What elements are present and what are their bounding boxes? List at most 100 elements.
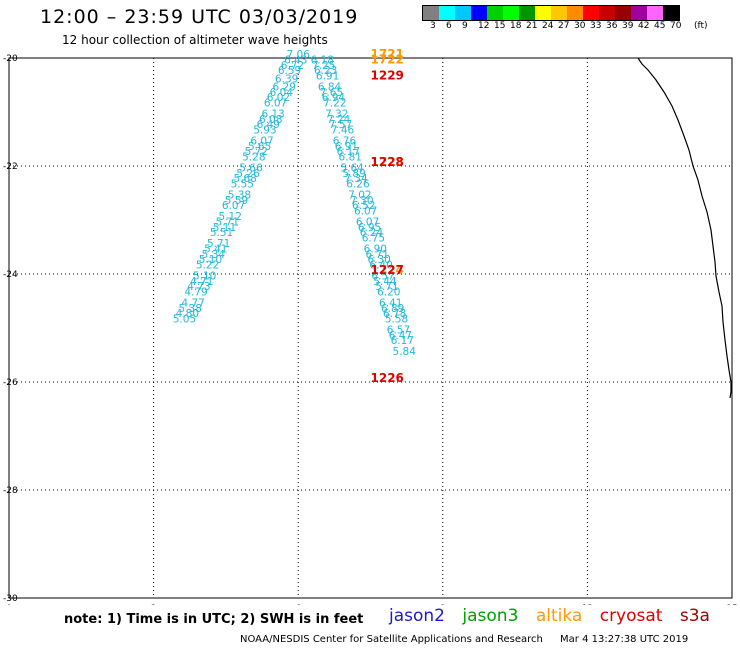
wave-height-value: 5.28 [242, 152, 265, 164]
data-points: 7.066.436.726.596.396.296.046.026.076.13… [173, 49, 416, 358]
x-tick-label: 9 [440, 604, 446, 605]
legend-label: 33 [590, 21, 602, 31]
wave-height-value: 5.59 [225, 195, 248, 207]
wave-height-value: 7.34 [344, 173, 368, 185]
pass-number-label: 1724 [371, 263, 404, 277]
axis-ticks: 0 3 6 9 12 15 -20 -22 -24 -26 -28 -30 [3, 54, 738, 605]
wave-height-value: 6.57 [387, 324, 410, 336]
legend-label: 30 [574, 21, 586, 31]
chart-subtitle: 12 hour collection of altimeter wave hei… [62, 33, 328, 47]
wave-height-value: 4.73 [187, 281, 210, 293]
wave-height-value: 6.89 [381, 303, 404, 315]
x-tick-label: 12 [582, 604, 593, 605]
x-tick-label: 3 [151, 604, 157, 605]
y-tick-label: -22 [3, 162, 18, 172]
x-tick-label: 6 [295, 604, 301, 605]
y-tick-label: -30 [3, 594, 18, 604]
wave-height-value: 5.71 [216, 216, 239, 228]
wave-height-value: 6.43 [284, 54, 307, 66]
wave-height-value: 5.71 [375, 281, 398, 293]
wave-height-value: 6.71 [366, 249, 389, 261]
coastline [637, 57, 732, 399]
wave-height-value: 6.91 [335, 141, 358, 153]
wave-height-value: 7.30 [350, 195, 373, 207]
legend-label: 18 [510, 21, 522, 31]
pass-number-label: 1226 [371, 371, 404, 385]
wave-height-chart: 03691215-20-22-24-26-28-30 7.066.436.726… [3, 47, 738, 605]
legend-label: 9 [462, 21, 468, 31]
wave-height-value: 7.22 [323, 98, 346, 110]
wave-height-value: 5.12 [219, 211, 242, 223]
wave-height-value: 6.29 [273, 81, 296, 93]
legend-swatch [615, 6, 631, 20]
wave-height-value: 7.46 [331, 125, 355, 137]
credit-line: NOAA/NESDIS Center for Satellite Applica… [240, 634, 702, 645]
mission-s3a: s3a [679, 606, 710, 626]
x-tick-label: 0 [6, 604, 12, 605]
legend-label: 3 [430, 21, 436, 31]
legend-swatch [663, 6, 679, 20]
wave-height-value: 6.72 [281, 60, 304, 72]
wave-height-value: 7.32 [325, 108, 348, 120]
wave-height-value: 6.24 [360, 227, 384, 239]
wave-height-value: 7.24 [327, 114, 351, 126]
wave-height-value: 5.11 [213, 222, 236, 234]
wave-height-value: 6.47 [389, 330, 412, 342]
mission-altika: altika [535, 606, 583, 626]
grid [8, 57, 733, 599]
wave-height-value: 5.10 [199, 254, 222, 266]
legend-label: 12 [478, 21, 490, 31]
wave-height-value: 6.20 [377, 287, 400, 299]
color-scale-legend [422, 5, 680, 21]
wave-height-value: 5.55 [231, 179, 254, 191]
wave-height-value: 6.39 [275, 73, 298, 85]
wave-height-value: 5.66 [239, 162, 263, 174]
legend-swatch [567, 6, 583, 20]
wave-height-value: 5.93 [253, 125, 276, 137]
wave-height-value: 5.71 [207, 238, 230, 250]
wave-height-value: 6.08 [259, 114, 282, 126]
wave-height-value: 4.80 [176, 308, 199, 320]
wave-height-value: 6.17 [337, 146, 360, 158]
mission-legend: jason2 jason3 altika cryosat s3a [389, 606, 722, 626]
legend-label: 45 [654, 21, 666, 31]
legend-swatch [423, 6, 439, 20]
plot-frame [8, 57, 733, 599]
wave-height-value: 6.07 [356, 216, 379, 228]
legend-swatch [535, 6, 551, 20]
legend-label: 42 [638, 21, 650, 31]
y-tick-label: -28 [3, 486, 18, 496]
legend-label: 27 [558, 21, 570, 31]
legend-label: 15 [494, 21, 506, 31]
pass-number-label: 1723 [371, 155, 404, 169]
wave-height-value: 5.51 [210, 227, 233, 239]
wave-height-value: 6.18 [311, 54, 334, 66]
wave-height-value: 6.30 [367, 254, 390, 266]
legend-label: 6 [446, 21, 452, 31]
wave-height-value: 6.90 [364, 243, 387, 255]
pass-number-label: 1721 [371, 47, 404, 61]
legend-swatch [599, 6, 615, 20]
wave-height-value: 6.40 [369, 260, 392, 272]
wave-height-value: 7.02 [348, 189, 371, 201]
wave-height-value: 6.91 [316, 71, 339, 83]
legend-swatch [519, 6, 535, 20]
wave-height-value: 5.26 [236, 168, 260, 180]
wave-height-value: 6.49 [257, 119, 280, 131]
legend-swatch [631, 6, 647, 20]
mission-jason2: jason2 [389, 606, 445, 626]
legend-swatch [583, 6, 599, 20]
wave-height-value: 5.34 [202, 249, 226, 261]
pass-number-label: 1722 [371, 52, 404, 66]
pass-number-label: 1227 [371, 263, 404, 277]
wave-height-value: 5.38 [179, 303, 202, 315]
wave-height-value: 5.41 [204, 243, 227, 255]
wave-height-value: 4.71 [190, 276, 213, 288]
wave-height-value: 5.89 [342, 168, 365, 180]
y-tick-label: -26 [3, 378, 18, 388]
wave-height-value: 7.06 [287, 49, 311, 61]
x-tick-label: 15 [726, 604, 737, 605]
wave-height-value: 6.26 [346, 179, 370, 191]
wave-height-value: 5.72 [245, 146, 268, 158]
wave-height-value: 6.81 [339, 152, 362, 164]
